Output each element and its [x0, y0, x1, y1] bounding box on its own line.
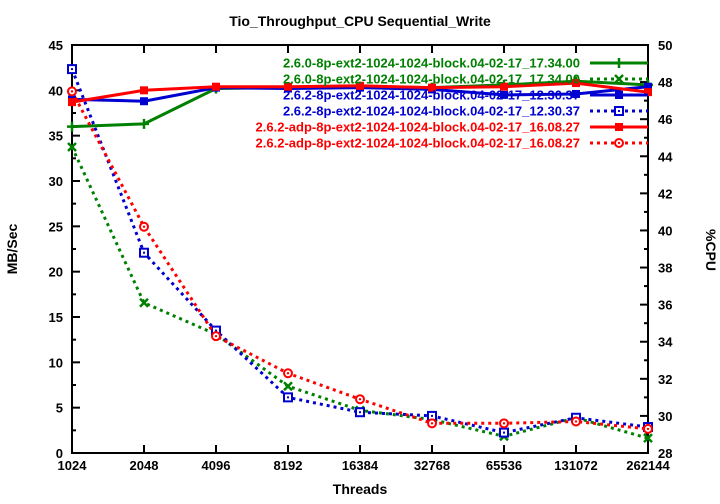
y-right-tick-label: 38	[658, 261, 672, 276]
series-0-marker	[67, 121, 77, 132]
legend-entry-marker-1	[614, 74, 624, 84]
series-4-marker	[572, 79, 580, 88]
series-5-marker	[427, 418, 437, 429]
x-tick-label: 1024	[58, 458, 88, 473]
x-tick-label: 65536	[486, 458, 522, 473]
y-left-tick-label: 10	[49, 355, 63, 370]
data-series	[67, 64, 653, 444]
y-left-tick-label: 20	[49, 265, 63, 280]
legend-entry-label-3: 2.6.2-8p-ext2-1024-1024-block.04-02-17_1…	[283, 104, 580, 119]
series-3-marker	[67, 64, 77, 75]
y-left-tick-label: 15	[49, 310, 63, 325]
x-tick-label: 4096	[202, 458, 231, 473]
series-2-marker	[500, 90, 508, 99]
series-0-marker	[139, 118, 149, 129]
series-4-marker	[500, 82, 508, 91]
y-right-tick-label: 46	[658, 112, 672, 127]
series-5-marker	[643, 423, 653, 434]
x-axis-label: Threads	[333, 481, 388, 497]
y-left-tick-label: 25	[49, 219, 63, 234]
series-5-marker	[139, 221, 149, 232]
y-left-tick-label: 5	[56, 401, 63, 416]
y-right-tick-label: 44	[658, 149, 673, 164]
y-right-axis-label: %CPU	[703, 229, 719, 271]
series-5-marker	[571, 416, 581, 427]
y-right-tick-label: 28	[658, 446, 672, 461]
series-1-marker	[643, 433, 653, 444]
x-tick-label: 2048	[130, 458, 159, 473]
series-5-marker	[211, 331, 221, 342]
x-tick-label: 8192	[274, 458, 303, 473]
series-4-marker	[212, 82, 220, 91]
y-right-tick-label: 30	[658, 409, 672, 424]
legend-entry-label-1: 2.6.0-8p-ext2-1024-1024-block.04-02-17_1…	[283, 72, 580, 87]
legend-entry-marker-4	[615, 123, 623, 131]
y-left-tick-label: 30	[49, 174, 63, 189]
series-4-marker	[284, 82, 292, 91]
y-right-tick-label: 34	[658, 335, 673, 350]
series-4-marker	[428, 83, 436, 92]
series-3-marker	[139, 247, 149, 258]
series-line-3	[70, 68, 649, 435]
y-right-tick-label: 50	[658, 38, 672, 53]
series-4-marker	[68, 98, 76, 107]
series-2-marker	[140, 97, 148, 106]
series-5-marker	[67, 86, 77, 97]
legend-entry-label-4: 2.6.2-adp-8p-ext2-1024-1024-block.04-02-…	[256, 120, 580, 135]
series-5-marker	[499, 418, 509, 429]
series-5-marker	[355, 394, 365, 405]
legend-entry-marker-2	[615, 91, 623, 99]
legend: 2.6.0-8p-ext2-1024-1024-block.04-02-17_1…	[256, 56, 648, 151]
y-right-tick-label: 48	[658, 75, 672, 90]
y-left-tick-label: 40	[49, 83, 63, 98]
series-2-marker	[572, 89, 580, 98]
y-left-axis-label: MB/Sec	[4, 224, 20, 275]
legend-entry-label-0: 2.6.0-8p-ext2-1024-1024-block.04-02-17_1…	[283, 56, 580, 71]
series-3-marker	[283, 392, 293, 403]
x-tick-label: 16384	[342, 458, 379, 473]
series-1-marker	[139, 297, 149, 308]
series-5-marker	[283, 368, 293, 379]
legend-entry-label-2: 2.6.2-8p-ext2-1024-1024-block.04-02-17_1…	[283, 88, 580, 103]
series-3-marker	[355, 407, 365, 418]
y-left-tick-label: 35	[49, 129, 63, 144]
x-tick-label: 32768	[414, 458, 450, 473]
legend-entry-marker-5	[614, 138, 624, 148]
series-3-marker	[499, 427, 509, 438]
series-4-marker	[140, 86, 148, 95]
series-1-marker	[67, 142, 77, 152]
legend-entry-marker-0	[614, 58, 624, 68]
series-4-marker	[356, 81, 364, 90]
legend-entry-marker-3	[614, 106, 624, 116]
y-left-tick-label: 45	[49, 38, 63, 53]
legend-entry-label-5: 2.6.2-adp-8p-ext2-1024-1024-block.04-02-…	[256, 136, 580, 151]
y-right-tick-label: 36	[658, 298, 672, 313]
x-tick-label: 131072	[554, 458, 597, 473]
x-tick-label: 262144	[626, 458, 670, 473]
series-1-marker	[283, 381, 293, 392]
y-left-tick-label: 0	[56, 446, 63, 461]
series-2-marker	[644, 82, 652, 91]
y-right-tick-label: 42	[658, 186, 672, 201]
axis-tick-labels: 1024 2048 4096 8192 16384 32768 65536 131072 262…	[49, 38, 674, 473]
y-right-tick-label: 32	[658, 372, 672, 387]
chart-title: Tio_Throughput_CPU Sequential_Write	[229, 13, 491, 29]
series-4-marker	[644, 88, 652, 97]
y-right-tick-label: 40	[658, 223, 672, 238]
